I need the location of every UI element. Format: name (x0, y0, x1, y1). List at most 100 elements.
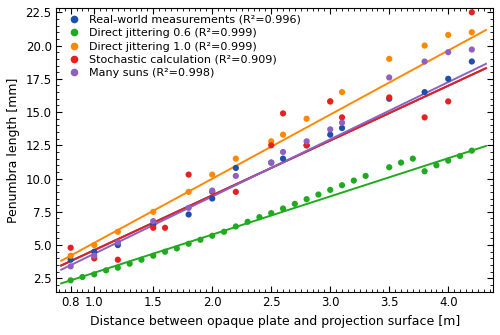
Point (385, 75, 393, 80)
Point (232, 173, 240, 179)
Point (184, 189, 192, 195)
Point (338, 183, 346, 188)
Point (420, 59, 428, 64)
Point (78, 274, 86, 280)
Point (302, 143, 310, 148)
Point (173, 246, 181, 251)
Point (432, 162, 440, 168)
Point (90, 243, 98, 248)
Point (232, 224, 240, 229)
Point (362, 173, 370, 179)
Point (184, 241, 192, 247)
Point (244, 219, 252, 224)
Point (90, 253, 98, 258)
Point (326, 99, 334, 104)
Point (338, 120, 346, 125)
Point (149, 218, 157, 224)
Point (279, 156, 287, 161)
Point (444, 76, 452, 81)
Point (220, 229, 228, 234)
Point (456, 153, 464, 159)
Legend: Real-world measurements (R²=0.996), Direct jittering 0.6 (R²=0.999), Direct jitt: Real-world measurements (R²=0.996), Dire… (60, 12, 304, 82)
Point (114, 229, 122, 234)
Point (208, 233, 216, 239)
Point (279, 206, 287, 211)
Point (385, 164, 393, 170)
Point (267, 210, 275, 216)
Point (114, 257, 122, 262)
Point (208, 196, 216, 201)
Point (444, 99, 452, 104)
Point (444, 50, 452, 55)
Point (161, 249, 169, 254)
Point (90, 272, 98, 277)
Point (314, 192, 322, 197)
Point (338, 89, 346, 95)
Point (267, 139, 275, 144)
Point (66, 253, 74, 258)
Point (350, 178, 358, 183)
Point (279, 132, 287, 137)
Point (267, 160, 275, 165)
X-axis label: Distance between opaque plate and projection surface [m]: Distance between opaque plate and projec… (90, 315, 460, 328)
Point (279, 149, 287, 155)
Point (208, 189, 216, 195)
Point (66, 278, 74, 283)
Point (468, 29, 476, 35)
Point (420, 169, 428, 174)
Point (279, 111, 287, 116)
Point (149, 222, 157, 228)
Point (184, 212, 192, 217)
Point (420, 43, 428, 48)
Point (232, 165, 240, 171)
Point (409, 156, 417, 161)
Point (208, 188, 216, 193)
Point (232, 189, 240, 195)
Point (302, 116, 310, 121)
Point (468, 47, 476, 52)
Point (385, 95, 393, 100)
Point (184, 205, 192, 210)
Point (326, 127, 334, 132)
Point (468, 10, 476, 15)
Point (444, 158, 452, 163)
Point (66, 264, 74, 269)
Point (114, 243, 122, 248)
Point (420, 115, 428, 120)
Point (114, 240, 122, 245)
Point (468, 148, 476, 153)
Point (302, 197, 310, 202)
Point (291, 201, 299, 206)
Y-axis label: Penumbra length [mm]: Penumbra length [mm] (7, 77, 20, 223)
Point (420, 89, 428, 95)
Point (114, 265, 122, 270)
Point (267, 143, 275, 148)
Point (138, 257, 145, 262)
Point (385, 56, 393, 62)
Point (184, 172, 192, 177)
Point (90, 256, 98, 261)
Point (397, 160, 405, 165)
Point (468, 59, 476, 64)
Point (66, 245, 74, 251)
Point (149, 209, 157, 214)
Point (326, 187, 334, 193)
Point (149, 253, 157, 258)
Point (196, 237, 204, 243)
Point (326, 99, 334, 104)
Point (302, 139, 310, 144)
Point (126, 261, 134, 266)
Point (267, 160, 275, 165)
Point (326, 132, 334, 137)
Point (149, 225, 157, 230)
Point (256, 214, 264, 220)
Point (90, 249, 98, 254)
Point (302, 143, 310, 148)
Point (102, 268, 110, 273)
Point (161, 225, 169, 230)
Point (208, 172, 216, 177)
Point (66, 257, 74, 262)
Point (338, 115, 346, 120)
Point (444, 32, 452, 38)
Point (232, 156, 240, 161)
